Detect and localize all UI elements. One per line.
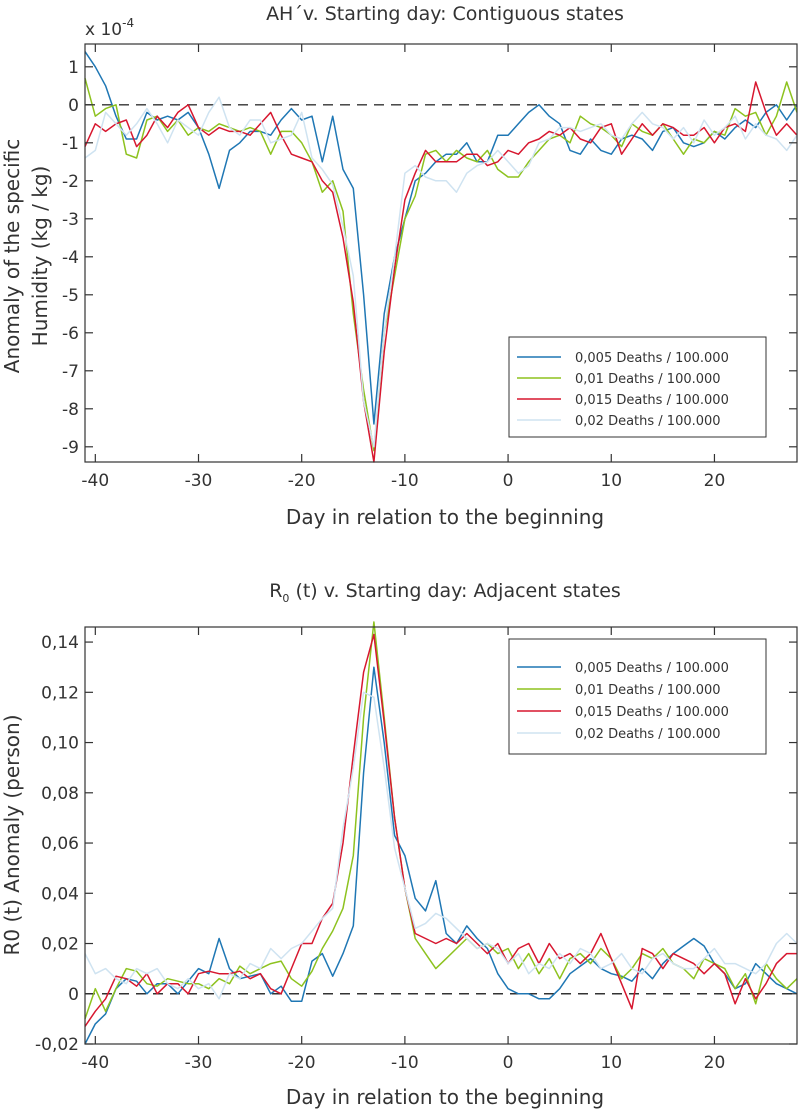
chart2-ytick-label: 0,04 [41, 884, 79, 904]
chart1-ytick-label: -9 [62, 438, 79, 458]
chart2-ytick-label: -0,02 [35, 1035, 79, 1055]
chart1-multiplier: x 10-4 [85, 16, 134, 40]
chart1-legend: 0,005 Deaths / 100.000 0,01 Deaths / 100.… [508, 336, 767, 438]
chart1-legend-label: 0,005 Deaths / 100.000 [575, 351, 729, 366]
chart1-ytick-label: -6 [62, 324, 79, 344]
chart1-xlabel: Day in relation to the beginning [286, 505, 604, 529]
chart-r0: R0 (t) v. Starting day: Adjacent states … [0, 580, 798, 1109]
chart2-legend-label: 0,02 Deaths / 100.000 [575, 727, 721, 742]
chart2-ytick-label: 0,02 [41, 935, 79, 955]
chart2-ytick-label: 0,14 [41, 633, 79, 653]
chart1-ytick-label: -3 [62, 210, 79, 230]
chart1-legend-label: 0,01 Deaths / 100.000 [575, 372, 721, 387]
chart2-xtick-label: -30 [185, 1053, 213, 1073]
chart2-frame [84, 626, 798, 1045]
chart1-ytick-label: 1 [68, 58, 79, 78]
chart2-xtick-label: 0 [503, 1053, 514, 1073]
chart2-ylabel: R0 (t) Anomaly (person) [0, 714, 24, 955]
chart1-frame [84, 43, 798, 463]
chart2-ytick-label: 0,10 [41, 734, 79, 754]
chart1-legend-label: 0,02 Deaths / 100.000 [575, 414, 721, 429]
chart1-ytick-label: 0 [68, 96, 79, 116]
chart2-legend-label: 0,01 Deaths / 100.000 [575, 683, 721, 698]
chart2-series-1 [84, 666, 798, 1045]
chart2-xtick-label: 10 [600, 1053, 622, 1073]
chart2-legend-box [508, 638, 767, 755]
chart1-xtick-label: -20 [288, 471, 316, 491]
chart1-xtick-label: 20 [704, 471, 726, 491]
chart1-legend-label: 0,015 Deaths / 100.000 [575, 393, 729, 408]
chart1-ytick-label: -1 [62, 134, 79, 154]
chart1-series-4 [84, 96, 798, 448]
chart2-xtick-label: 20 [704, 1053, 726, 1073]
chart2-ytick-label: 0,08 [41, 784, 79, 804]
chart1-series-2 [84, 78, 798, 452]
chart1-ylabel: Anomaly of the specific Humidity (kg / kg… [0, 139, 52, 373]
chart1-series-1 [84, 51, 798, 425]
chart1-xtick-label: -10 [391, 471, 419, 491]
chart2-xlabel: Day in relation to the beginning [286, 1085, 604, 1109]
chart2-xtick-label: -40 [81, 1053, 109, 1073]
chart1-xtick-label: -30 [185, 471, 213, 491]
chart2-series-4 [84, 691, 798, 1000]
chart1-series-3 [84, 81, 798, 463]
chart2-xtick-label: -20 [288, 1053, 316, 1073]
chart2-ytick-label: 0 [68, 985, 79, 1005]
chart1-ytick-label: -5 [62, 286, 79, 306]
chart1-ytick-label: -7 [62, 362, 79, 382]
chart1-ytick-label: -8 [62, 400, 79, 420]
chart2-ytick-label: 0,06 [41, 834, 79, 854]
chart2-series-3 [84, 633, 797, 1027]
chart-humidity: AH´v. Starting day: Contiguous states x … [0, 3, 798, 529]
chart2-xtick-label: -10 [391, 1053, 419, 1073]
chart1-ytick-label: -4 [62, 248, 79, 268]
chart2-legend-label: 0,005 Deaths / 100.000 [575, 661, 729, 676]
chart2-legend-items: 0,005 Deaths / 100.000 0,01 Deaths / 100.… [517, 661, 729, 742]
chart2-title: R0 (t) v. Starting day: Adjacent states [269, 580, 621, 605]
chart1-title: AH´v. Starting day: Contiguous states [266, 3, 624, 25]
chart2-legend-label: 0,015 Deaths / 100.000 [575, 705, 729, 720]
chart2-marks: -40 -30 -20 -10 0 10 20 -0,02 0 0,02 0,04 0,06 0,08 0… [35, 621, 798, 1073]
chart1-ytick-label: -2 [62, 172, 79, 192]
chart1-xtick-label: -40 [81, 471, 109, 491]
chart1-xtick-label: 10 [600, 471, 622, 491]
chart2-legend: 0,005 Deaths / 100.000 0,01 Deaths / 100.… [508, 638, 767, 755]
chart1-xtick-label: 0 [503, 471, 514, 491]
chart2-ytick-label: 0,12 [41, 683, 79, 703]
chart1-legend-items: 0,005 Deaths / 100.000 0,01 Deaths / 100.… [517, 351, 729, 429]
